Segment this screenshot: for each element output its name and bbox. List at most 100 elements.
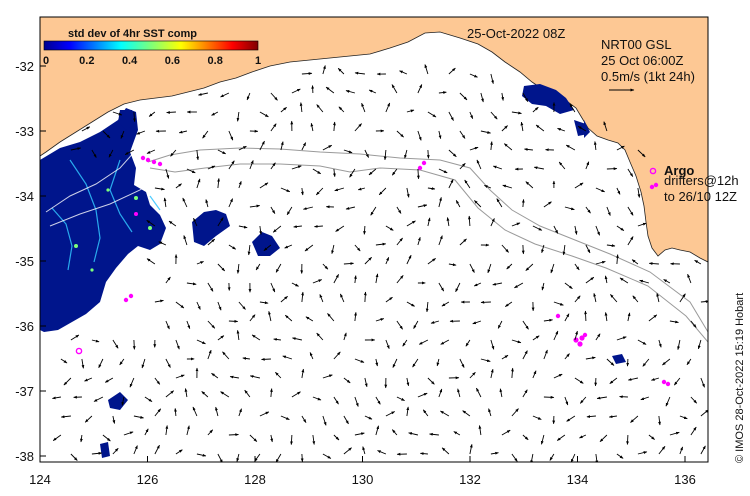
current-vector <box>427 187 436 190</box>
current-vector <box>331 244 335 255</box>
current-vector <box>501 244 509 253</box>
current-vector <box>406 187 410 198</box>
current-vector <box>375 273 379 284</box>
current-vector <box>511 111 522 115</box>
current-vector <box>522 389 528 398</box>
current-vector <box>418 339 429 345</box>
current-vector <box>700 409 708 417</box>
current-vector <box>316 332 324 341</box>
current-vector <box>249 375 260 379</box>
x-tick-label: 130 <box>352 472 374 487</box>
current-vector <box>436 358 440 367</box>
current-vector <box>345 90 356 94</box>
current-vector <box>146 149 156 154</box>
current-vector <box>207 349 212 360</box>
current-vector <box>215 406 219 417</box>
current-vector <box>146 219 156 227</box>
current-vector <box>332 121 336 132</box>
current-vector <box>275 263 282 273</box>
current-vector <box>606 244 616 248</box>
current-vector <box>564 396 569 406</box>
current-vector <box>364 377 368 388</box>
current-vector <box>469 73 478 78</box>
current-vector <box>291 391 301 398</box>
current-vector <box>532 225 543 231</box>
current-vector <box>193 217 198 227</box>
current-vector <box>259 411 270 417</box>
current-vector <box>363 225 366 235</box>
current-vector <box>522 350 528 360</box>
current-vector <box>396 275 404 284</box>
current-vector <box>310 122 314 132</box>
current-vector <box>453 431 461 436</box>
current-vector <box>335 225 345 232</box>
y-tick-label: -34 <box>15 189 34 204</box>
current-vector <box>595 187 606 193</box>
current-vector <box>183 235 188 246</box>
current-vector <box>52 434 62 441</box>
current-vector <box>665 396 671 407</box>
current-vector <box>343 332 347 341</box>
current-vector <box>616 145 625 151</box>
current-vector <box>309 352 314 360</box>
current-vector <box>79 434 83 443</box>
current-vector <box>475 387 482 398</box>
current-vector <box>354 123 362 132</box>
current-vector <box>343 415 349 425</box>
current-vector <box>312 434 316 445</box>
current-vector <box>501 125 508 132</box>
current-vector <box>207 429 214 436</box>
current-vector <box>322 65 326 75</box>
current-vector <box>148 111 156 117</box>
current-vector <box>490 73 494 85</box>
current-vector <box>446 217 450 227</box>
current-vector <box>448 263 457 267</box>
current-vector <box>457 388 461 398</box>
current-vector <box>406 377 410 387</box>
current-vector <box>368 168 377 176</box>
current-vector <box>119 358 125 366</box>
current-vector <box>165 168 170 179</box>
current-vector <box>501 354 509 360</box>
current-vector <box>229 375 239 379</box>
current-vector <box>228 130 234 141</box>
current-vector <box>259 111 269 118</box>
current-vector <box>619 277 629 284</box>
current-vector <box>255 263 261 271</box>
current-vector <box>238 301 246 310</box>
drifter-markers <box>123 155 671 387</box>
current-vector <box>535 124 545 132</box>
current-vector <box>322 415 327 426</box>
current-vector <box>375 358 379 367</box>
current-vector <box>236 329 240 341</box>
current-vector <box>163 197 167 208</box>
current-vector <box>673 377 681 386</box>
current-vector <box>316 104 324 113</box>
current-vector <box>339 293 345 303</box>
current-vector <box>440 410 450 417</box>
current-vector <box>396 237 403 246</box>
current-vector <box>300 453 304 462</box>
current-vector <box>270 434 274 443</box>
current-vector <box>476 159 482 170</box>
current-vector <box>658 339 662 348</box>
drifters-to-label: to 26/10 12Z <box>664 189 737 204</box>
x-tick-label: 126 <box>137 472 159 487</box>
current-vector <box>502 184 513 189</box>
current-vector <box>60 415 71 419</box>
current-vector <box>93 396 104 402</box>
current-vector <box>690 396 698 404</box>
current-vector <box>438 91 447 94</box>
current-vector <box>269 388 273 398</box>
current-vector <box>488 408 492 417</box>
current-vector <box>642 358 650 367</box>
current-vector <box>584 310 588 322</box>
current-vector <box>343 262 354 265</box>
current-vector <box>462 410 471 417</box>
current-vector <box>429 432 439 436</box>
current-vector <box>261 357 271 361</box>
current-vector <box>438 130 442 140</box>
current-vector <box>430 320 440 324</box>
current-vector <box>427 111 437 118</box>
current-vector <box>385 339 390 350</box>
